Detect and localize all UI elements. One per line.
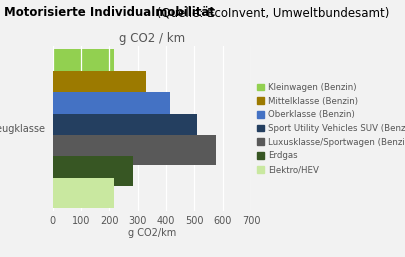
Bar bbox=[53, 114, 197, 143]
Text: Motorisierte Individualmobilität: Motorisierte Individualmobilität bbox=[4, 6, 215, 20]
Bar bbox=[53, 92, 170, 122]
Title: g CO2 / km: g CO2 / km bbox=[119, 32, 185, 45]
Bar bbox=[53, 156, 133, 186]
Bar bbox=[53, 178, 113, 208]
Legend: Kleinwagen (Benzin), Mittelklasse (Benzin), Oberklasse (Benzin), Sport Utility V: Kleinwagen (Benzin), Mittelklasse (Benzi… bbox=[258, 83, 405, 174]
Bar bbox=[53, 71, 146, 101]
X-axis label: g CO2/km: g CO2/km bbox=[128, 228, 176, 238]
Text: (Quelle: EcoInvent, Umweltbundesamt): (Quelle: EcoInvent, Umweltbundesamt) bbox=[153, 6, 390, 20]
Bar bbox=[53, 49, 113, 79]
Bar bbox=[53, 135, 215, 165]
